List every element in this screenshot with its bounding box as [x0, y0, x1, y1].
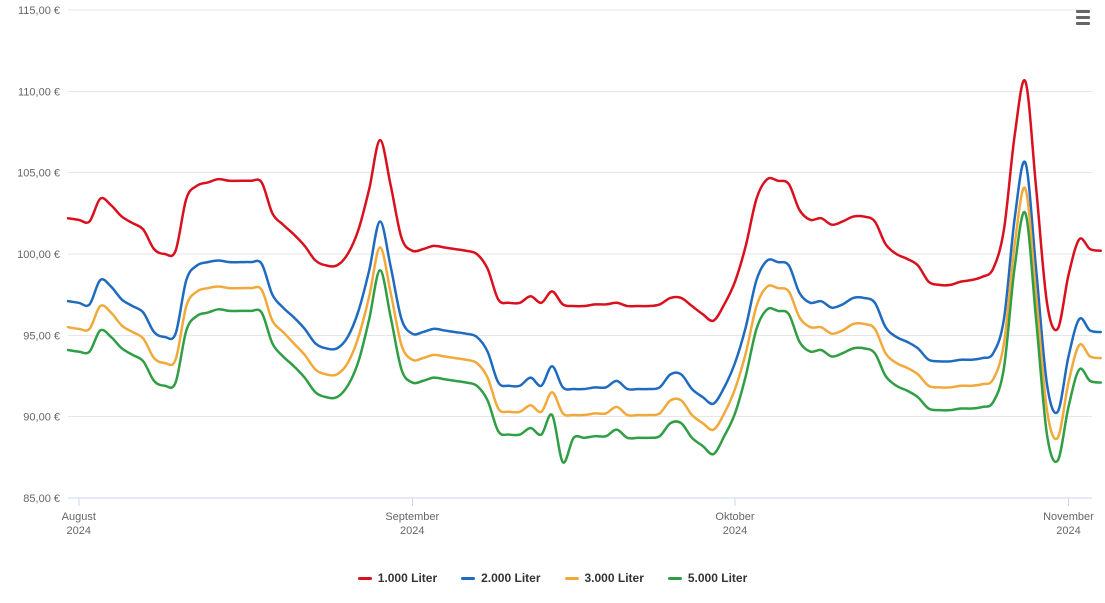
x-tick-label-year: 2024 — [1056, 525, 1080, 537]
price-chart: 85,00 € 90,00 € 95,00 € 100,00 € 105,00 € 110… — [0, 0, 1105, 603]
legend: 1.000 Liter 2.000 Liter 3.000 Liter 5.000 L… — [0, 571, 1105, 585]
x-tick-label-year: 2024 — [723, 525, 747, 537]
x-tick-label-month: November — [1043, 511, 1094, 523]
legend-swatch — [565, 577, 579, 580]
legend-item[interactable]: 1.000 Liter — [358, 571, 437, 585]
chart-canvas: 85,00 € 90,00 € 95,00 € 100,00 € 105,00 € 110… — [0, 0, 1105, 603]
series-line — [68, 80, 1101, 330]
y-tick-label: 105,00 € — [17, 168, 60, 180]
series-line — [68, 212, 1101, 463]
legend-label: 3.000 Liter — [585, 571, 644, 585]
x-tick-label-year: 2024 — [67, 525, 91, 537]
y-tick-label: 110,00 € — [18, 86, 60, 98]
legend-item[interactable]: 3.000 Liter — [565, 571, 644, 585]
legend-item[interactable]: 5.000 Liter — [668, 571, 747, 585]
y-tick-label: 95,00 € — [23, 330, 60, 342]
hamburger-menu-icon[interactable] — [1071, 6, 1095, 28]
x-tick-label-month: Oktober — [715, 511, 754, 523]
legend-item[interactable]: 2.000 Liter — [461, 571, 540, 585]
series-line — [68, 188, 1101, 439]
y-tick-label: 100,00 € — [17, 249, 60, 261]
x-tick-label-year: 2024 — [400, 525, 424, 537]
legend-label: 1.000 Liter — [378, 571, 437, 585]
y-tick-label: 85,00 € — [23, 493, 60, 505]
legend-swatch — [461, 577, 475, 580]
legend-label: 5.000 Liter — [688, 571, 747, 585]
y-tick-label: 90,00 € — [23, 412, 60, 424]
legend-label: 2.000 Liter — [481, 571, 540, 585]
x-tick-label-month: September — [385, 511, 439, 523]
x-tick-label-month: August — [62, 511, 96, 523]
legend-swatch — [358, 577, 372, 580]
y-tick-label: 115,00 € — [18, 5, 60, 17]
legend-swatch — [668, 577, 682, 580]
